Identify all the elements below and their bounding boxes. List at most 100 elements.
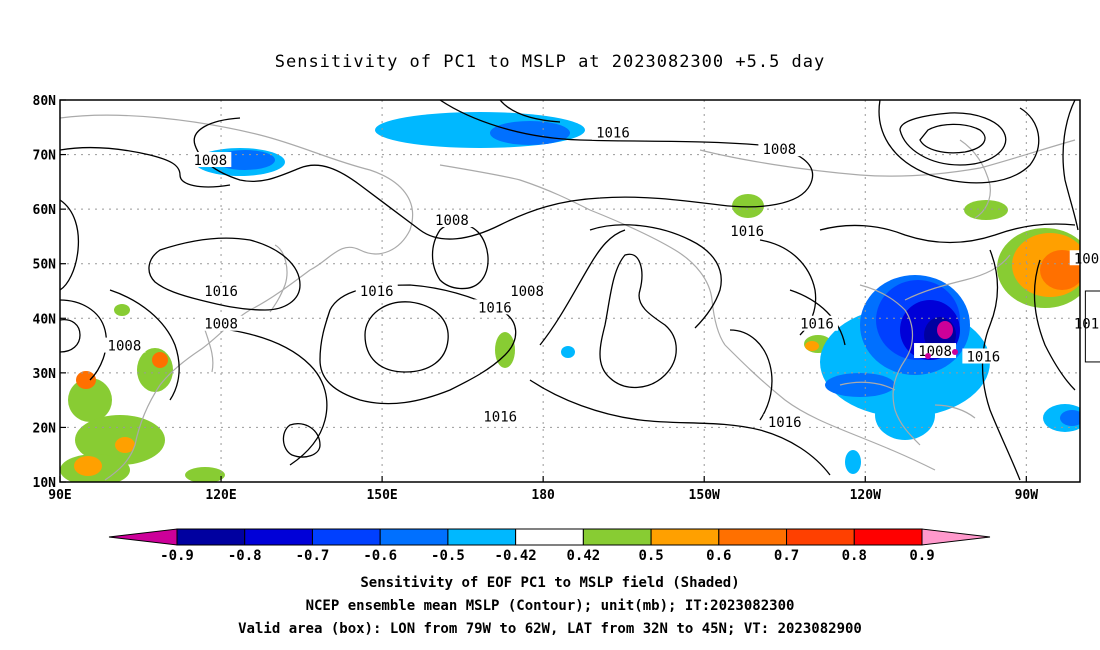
contour-label-bg [758, 141, 801, 157]
contour-label-bg [1069, 250, 1100, 266]
contour-label-bg [479, 408, 522, 424]
contour-line [529, 379, 831, 476]
shade-patch [115, 437, 135, 453]
contour-label-bg [726, 222, 769, 238]
contour-label: 1008 [763, 142, 797, 158]
contour-label: 1016 [478, 300, 512, 316]
lat-tick-label: 10N [33, 476, 57, 491]
contour-label: 1008 [510, 284, 544, 300]
colorbar: -0.9 -0.8 -0.7 -0.6 -0.5 -0.42 0.42 0.5 0.6 0.7 0.… [108, 528, 991, 564]
colorbar-segment [853, 528, 923, 546]
colorbar-label: -0.5 [431, 548, 465, 564]
contour-label: 1016 [483, 410, 517, 426]
lat-tick-labels: 80N 70N 60N 50N 40N 30N 20N 10N [33, 94, 66, 491]
contour-line [981, 249, 1021, 481]
colorbar-label: 0.6 [706, 548, 731, 564]
contour-line [193, 100, 814, 240]
colorbar-label: 0.9 [909, 548, 934, 564]
contour-line [229, 329, 328, 466]
shade-dot [952, 349, 958, 355]
colorbar-label: 0.42 [567, 548, 601, 564]
shade-patch [1060, 410, 1080, 426]
contour-label: 1016 [204, 284, 238, 300]
coastline [439, 164, 726, 346]
map-frame [59, 99, 1081, 483]
contour-label-bg [795, 315, 838, 331]
shade-patch [114, 304, 130, 316]
contour-line [599, 253, 677, 389]
lat-tick-label: 30N [33, 367, 57, 382]
lon-tick-label: 90E [48, 488, 71, 503]
footer-line-2: NCEP ensemble mean MSLP (Contour); unit(… [305, 598, 795, 614]
contour-line [919, 123, 986, 154]
coastline [699, 139, 1076, 177]
coastline [269, 244, 288, 313]
contour-label-bg [1096, 113, 1100, 129]
contour-label-bg [200, 315, 243, 331]
colorbar-segment [786, 528, 855, 546]
contour-line [789, 289, 846, 346]
contour-label: 1016 [768, 415, 802, 431]
contour-label-bg [430, 212, 473, 228]
contour-line [1062, 100, 1079, 231]
contour-label: 1008 [193, 153, 227, 169]
contour-line [539, 229, 626, 346]
lon-tick-label: 120W [850, 488, 881, 503]
contour-label-bg [506, 283, 549, 298]
shade-patch [561, 346, 575, 358]
contour-label: 1008 [918, 344, 952, 360]
coastline [904, 254, 1011, 301]
contour-label-bg [962, 348, 1005, 364]
contour-label-bg [200, 283, 243, 298]
contour-line [729, 329, 773, 421]
shade-patch [825, 373, 895, 397]
shade-patch [495, 332, 515, 368]
colorbar-segment [244, 528, 313, 546]
lon-tick-labels: 90E 120E 150E 180 150W 120W 90W [48, 476, 1038, 503]
coastline [934, 404, 976, 419]
colorbar-high-arrow [921, 528, 991, 546]
contour-label: 1008 [204, 317, 238, 333]
sensitivity-core-marks [925, 349, 958, 359]
colorbar-segment [515, 528, 584, 546]
contour-label: 1008 [1074, 251, 1100, 267]
lon-tick-label: 90W [1015, 488, 1039, 503]
contour-line [899, 112, 1007, 166]
lon-tick-label: 120E [205, 488, 236, 503]
contour-label: 1016 [360, 284, 394, 300]
contour-line [589, 224, 722, 329]
contour-line [1033, 259, 1076, 391]
lat-tick-label: 20N [33, 421, 57, 436]
contour-label: 1016 [1074, 317, 1100, 333]
lat-tick-label: 70N [33, 149, 57, 164]
contour-line [499, 100, 561, 123]
contour-line [819, 223, 1076, 244]
colorbar-label: -0.42 [495, 548, 537, 564]
shade-patch [732, 194, 764, 218]
lat-tick-label: 50N [33, 258, 57, 273]
colorbar-segment [582, 528, 652, 546]
shade-patch [76, 371, 96, 389]
contour-line [282, 423, 321, 458]
colorbar-label: -0.7 [296, 548, 330, 564]
coastline [859, 284, 921, 446]
contour-label-bg [1069, 315, 1100, 331]
shade-patch [937, 321, 953, 339]
mslp-contours [60, 100, 1079, 481]
lat-tick-label: 80N [33, 94, 57, 109]
colorbar-label: -0.9 [160, 548, 194, 564]
contour-label-bg [355, 283, 398, 298]
coastline [839, 381, 896, 391]
colorbar-segment [718, 528, 788, 546]
colorbar-segment [176, 528, 246, 546]
colorbar-segment [650, 528, 720, 546]
contour-line [319, 284, 517, 405]
colorbar-label: 0.8 [842, 548, 867, 564]
contour-label: 1016 [967, 349, 1001, 365]
colorbar-label: -0.6 [363, 548, 397, 564]
shade-patch [875, 390, 935, 440]
sensitivity-shading [60, 112, 1080, 482]
colorbar-segment [447, 528, 517, 546]
contour-line [364, 301, 449, 373]
